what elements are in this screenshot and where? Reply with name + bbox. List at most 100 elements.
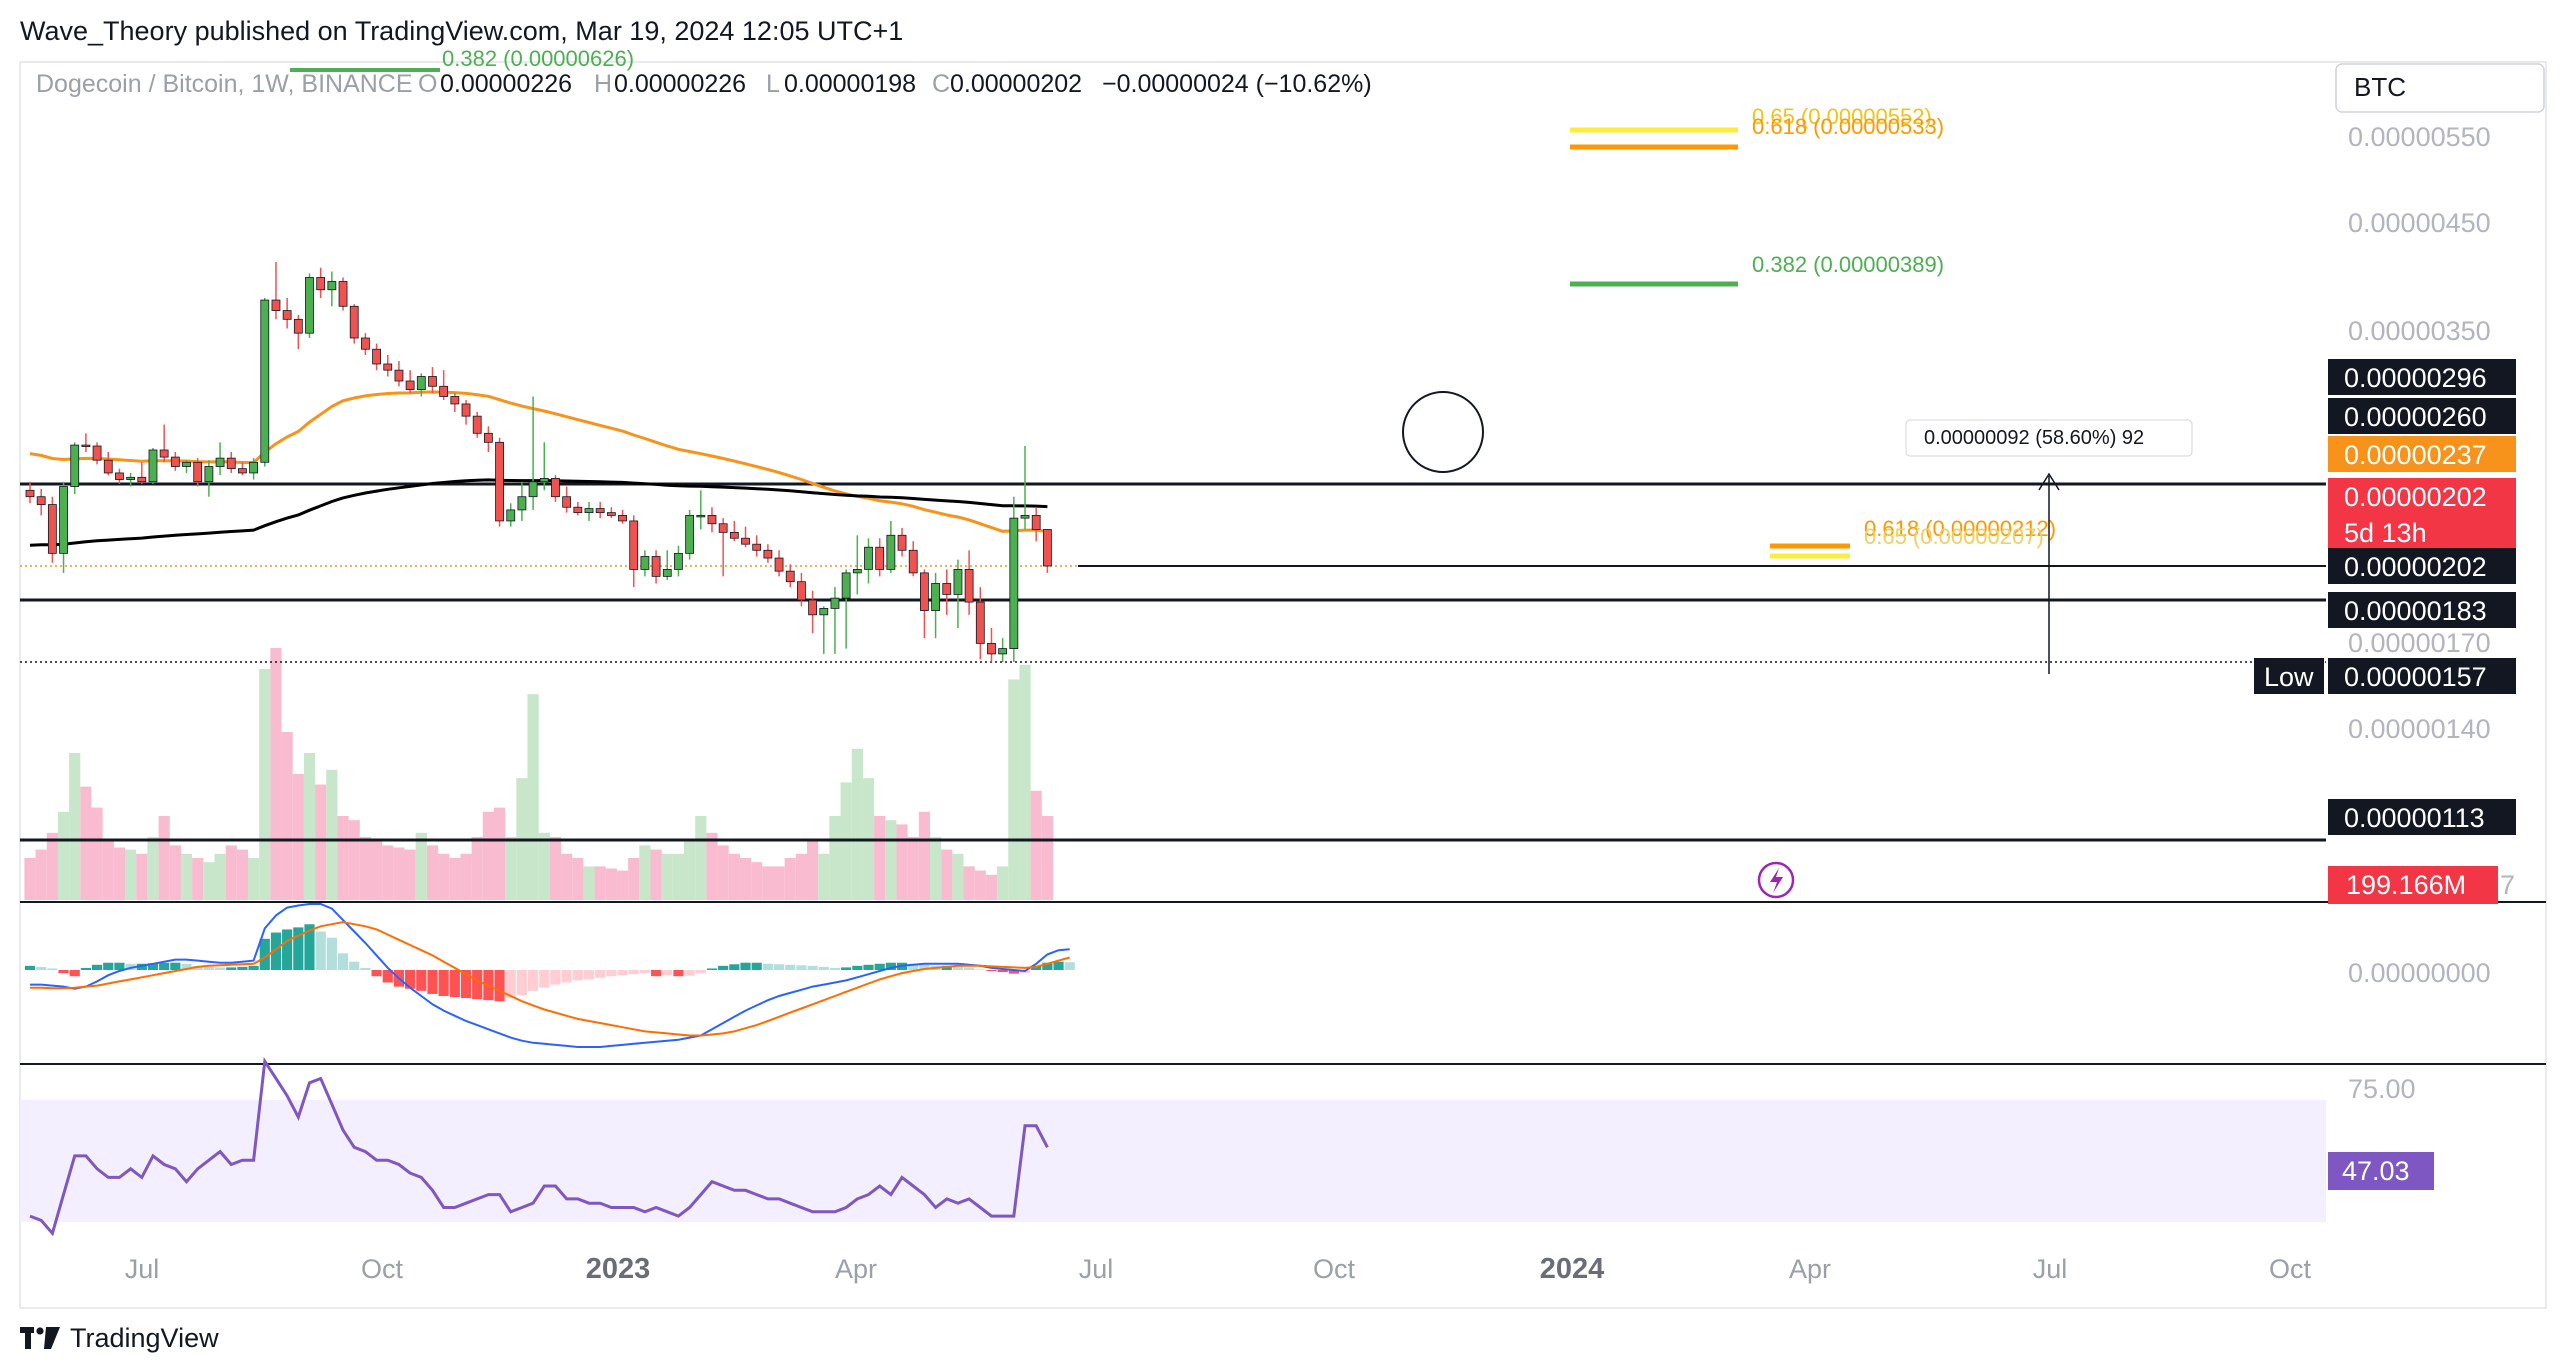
tradingview-logo-icon xyxy=(20,1327,60,1349)
candle-body xyxy=(763,549,773,559)
macd-pane xyxy=(24,903,1075,1048)
candle-body xyxy=(931,583,940,611)
macd-histogram-bar xyxy=(494,970,505,1002)
volume-bar xyxy=(426,845,439,900)
macd-histogram-bar xyxy=(762,963,773,970)
volume-bar xyxy=(46,832,58,900)
macd-histogram-bar xyxy=(718,965,729,970)
macd-histogram-bar xyxy=(326,937,337,970)
candle-body xyxy=(405,380,415,391)
volume-bar xyxy=(896,824,908,900)
fib-label: 0.382 (0.00000389) xyxy=(1752,252,1944,277)
price-axis-tick: 0.00000350 xyxy=(2348,316,2491,346)
macd-histogram-bar xyxy=(539,970,550,988)
candle-body xyxy=(1009,517,1019,650)
macd-histogram-bar xyxy=(807,965,818,970)
candle-body xyxy=(170,456,180,467)
time-axis-label: Jul xyxy=(1079,1254,1114,1284)
candle-body xyxy=(182,461,191,467)
candle-body xyxy=(551,478,560,498)
volume-bar xyxy=(91,807,103,900)
candle-body xyxy=(249,461,259,474)
volume-bar xyxy=(885,820,897,900)
fib-label: 0.65 (0.00000207) xyxy=(1864,524,2044,549)
circle-annotation[interactable] xyxy=(1402,391,1484,473)
price-label: 0.00000183 xyxy=(2344,596,2487,626)
price-label-box xyxy=(2328,658,2516,694)
macd-histogram-bar xyxy=(304,924,315,970)
volume-bar xyxy=(784,858,796,900)
volume-bar xyxy=(248,858,260,900)
candle-body xyxy=(953,569,963,595)
candle-body xyxy=(629,520,639,570)
volume-bar xyxy=(438,853,450,900)
candle-body xyxy=(707,514,717,525)
rsi-upper-label: 75.00 xyxy=(2348,1074,2416,1104)
macd-histogram-bar xyxy=(796,965,807,970)
price-label: 0.00000237 xyxy=(2344,440,2487,470)
price-label-box xyxy=(2328,548,2516,584)
candle-body xyxy=(841,572,851,599)
volume-bar xyxy=(326,769,338,900)
volume-bar xyxy=(561,853,573,900)
volume-bar xyxy=(359,837,371,900)
macd-histogram-bar xyxy=(1053,961,1064,970)
time-axis: Jul Oct 2023 Apr Jul Oct 2024 Apr Jul Oct xyxy=(125,1253,2312,1285)
candle-body xyxy=(875,546,885,570)
volume-bar xyxy=(493,807,506,900)
volume-bar xyxy=(918,811,930,900)
volume-bar xyxy=(35,849,47,900)
candle-body xyxy=(506,509,516,522)
volume-bar xyxy=(997,866,1009,900)
macd-histogram-bar xyxy=(136,963,147,970)
chart-frame xyxy=(19,61,2547,1309)
measure-label: 0.00000092 (58.60%) 92 xyxy=(1924,427,2144,449)
volume-bar xyxy=(1030,790,1042,900)
volume-bar xyxy=(583,866,595,900)
volume-pane xyxy=(24,648,1053,900)
volume-bar xyxy=(80,786,92,900)
volume-bar xyxy=(69,753,81,900)
volume-bar xyxy=(907,837,919,900)
volume-bar xyxy=(24,858,36,900)
macd-histogram-bar xyxy=(740,962,751,970)
macd-histogram-bar xyxy=(785,964,796,970)
candle-body xyxy=(148,449,158,483)
currency-button[interactable] xyxy=(2335,63,2545,113)
candle-body xyxy=(439,385,449,397)
macd-histogram-bar xyxy=(47,968,58,970)
macd-histogram-bar xyxy=(684,970,695,976)
macd-histogram-bar xyxy=(103,962,114,970)
candle-body xyxy=(1031,514,1041,530)
volume-value-box xyxy=(2328,866,2498,904)
candle-body xyxy=(942,583,952,595)
macd-histogram-bar xyxy=(1042,962,1053,970)
price-label-box xyxy=(2328,592,2516,628)
candle-body xyxy=(528,481,538,498)
macd-histogram-bar xyxy=(1064,962,1075,970)
macd-histogram-bar xyxy=(975,969,986,970)
candle-body xyxy=(797,581,806,601)
candle-body xyxy=(461,403,471,417)
candle-body xyxy=(293,318,303,334)
macd-histogram-bar xyxy=(259,938,270,970)
candle-body xyxy=(662,569,672,577)
legend-c-label: C xyxy=(932,70,950,98)
candle-body xyxy=(920,572,929,611)
volume-bar xyxy=(348,820,360,900)
macd-histogram-bar xyxy=(863,964,874,970)
candle-body xyxy=(1042,529,1052,567)
macd-histogram-bar xyxy=(952,966,964,970)
macd-histogram-bar xyxy=(203,966,214,970)
candle-body xyxy=(360,337,370,350)
price-label-box xyxy=(2328,799,2516,835)
volume-bar xyxy=(382,845,394,900)
fib-label: 0.618 (0.00000533) xyxy=(1752,114,1944,139)
macd-histogram-bar xyxy=(237,966,248,970)
macd-histogram-bar xyxy=(1031,965,1042,970)
legend-high: 0.00000226 xyxy=(614,70,746,98)
volume-bar xyxy=(650,849,662,900)
volume-bar xyxy=(985,874,998,900)
volume-bar xyxy=(605,868,617,900)
